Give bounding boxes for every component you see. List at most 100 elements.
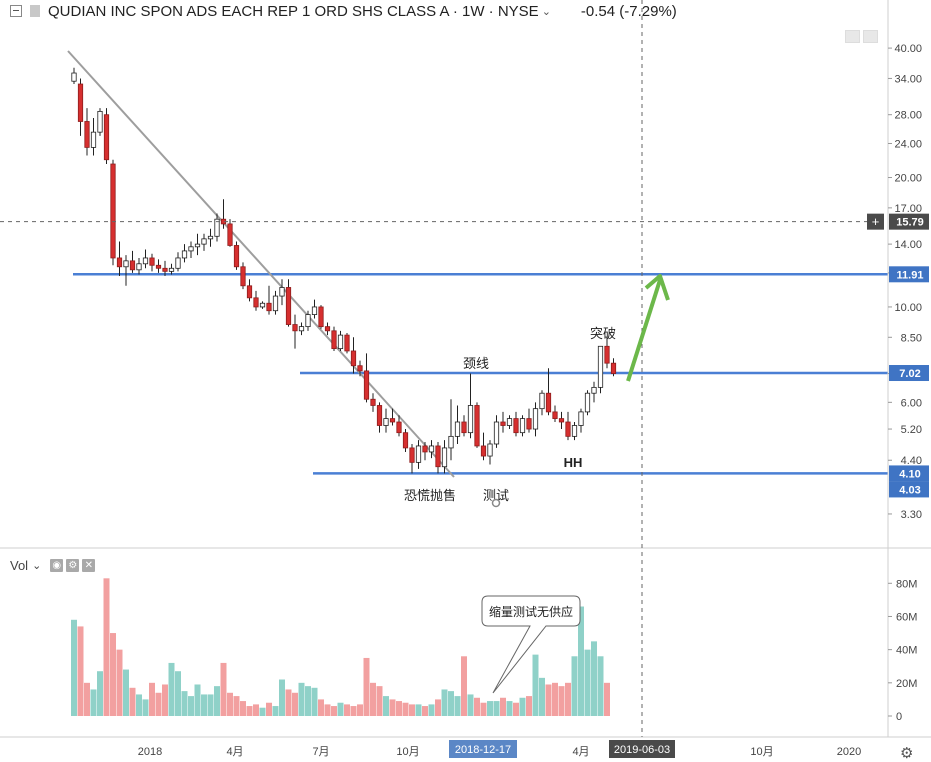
candle <box>402 429 409 452</box>
pane-down-button[interactable] <box>845 30 860 43</box>
candle-body <box>201 238 207 245</box>
volume-bar <box>103 578 110 716</box>
candle-body <box>188 246 194 252</box>
pane-buttons <box>845 30 878 43</box>
volume-bar <box>467 694 474 716</box>
volume-bar <box>441 689 448 716</box>
candle-body <box>571 425 578 437</box>
candle-body <box>136 263 142 271</box>
candle <box>298 322 305 336</box>
gear-icon[interactable]: ⚙ <box>66 559 80 572</box>
time-axis-label: 10月 <box>396 746 419 758</box>
volume-bar <box>214 686 220 716</box>
volume-bar <box>454 696 461 716</box>
candle-body <box>123 260 129 268</box>
candle <box>506 415 513 430</box>
chevron-down-icon[interactable]: ⌄ <box>32 560 42 572</box>
candle-body <box>493 421 500 445</box>
candle <box>532 402 539 437</box>
volume-tick-label: 60M <box>896 611 917 623</box>
candle-body <box>311 306 318 315</box>
level-price-label: 4.10 <box>899 468 920 480</box>
volume-bar <box>77 626 84 716</box>
candle-body <box>545 392 552 413</box>
candle <box>350 337 357 374</box>
symbol-title[interactable]: QUDIAN INC SPON ADS EACH REP 1 ORD SHS C… <box>48 2 539 20</box>
candle-body <box>409 447 415 463</box>
eye-icon[interactable]: ◉ <box>50 559 64 572</box>
candle <box>253 290 259 311</box>
candle <box>116 241 123 277</box>
candle-body <box>370 398 376 406</box>
crosshair-plus-glyph: + <box>872 214 880 229</box>
candle <box>558 411 565 430</box>
crosshair-plus-icon[interactable] <box>867 213 884 230</box>
volume-bar <box>558 686 565 716</box>
chevron-down-icon[interactable]: ⌄ <box>541 5 551 18</box>
candle <box>233 241 240 270</box>
callout-text: 缩量测试无供应 <box>489 604 573 619</box>
close-icon[interactable]: ✕ <box>82 559 96 572</box>
candle-body <box>350 350 357 367</box>
candle <box>227 219 233 247</box>
settings-gear-icon[interactable]: ⚙ <box>900 745 914 762</box>
candle <box>344 332 350 354</box>
candle <box>324 322 331 336</box>
price-tick-label: 6.00 <box>901 397 922 409</box>
candle <box>337 330 344 351</box>
volume-bar <box>532 654 539 716</box>
candle <box>363 353 370 403</box>
price-tick-label: 20.00 <box>894 173 922 185</box>
candle-body <box>97 110 103 133</box>
volume-bar <box>363 657 370 716</box>
candle <box>162 260 168 277</box>
volume-bar <box>149 682 155 716</box>
candle-body <box>253 297 259 308</box>
volume-bar <box>155 692 162 716</box>
candle <box>526 408 532 433</box>
volume-bar <box>597 656 604 716</box>
candlestick-series <box>71 67 617 474</box>
candle-body <box>519 418 526 434</box>
time-axis-label: 2020 <box>837 746 861 758</box>
volume-bar <box>259 707 266 716</box>
volume-bar <box>461 656 467 716</box>
candle-body <box>415 445 422 463</box>
price-tick-label: 24.00 <box>894 138 922 150</box>
volume-bar <box>168 662 175 716</box>
volume-bar <box>220 662 227 716</box>
candle-body <box>168 267 175 272</box>
candle-body <box>272 295 279 312</box>
annotation-breakout: 突破 <box>590 326 616 341</box>
volume-tick-label: 20M <box>896 678 917 690</box>
candle-body <box>298 326 305 332</box>
candle <box>396 415 402 437</box>
volume-bar <box>487 701 493 716</box>
candle <box>545 368 552 416</box>
flag-icon[interactable] <box>30 5 40 17</box>
candle <box>467 373 474 439</box>
volume-label[interactable]: Vol <box>10 558 29 573</box>
volume-bar <box>357 704 363 716</box>
volume-bar <box>227 692 233 716</box>
candle-body <box>344 334 350 352</box>
candle <box>584 390 591 416</box>
candle <box>565 411 571 441</box>
candle <box>129 250 136 273</box>
candle-body <box>337 334 344 350</box>
candle-body <box>402 432 409 449</box>
pane-maximize-button[interactable] <box>863 30 878 43</box>
candle-body <box>383 418 389 426</box>
candle-body <box>389 418 396 423</box>
candle <box>539 390 545 416</box>
collapse-icon[interactable] <box>10 5 22 17</box>
level-price-box <box>889 465 929 482</box>
volume-bar <box>136 694 142 716</box>
candle-body <box>435 445 441 468</box>
candle <box>454 405 461 444</box>
volume-bar <box>246 706 253 716</box>
candle <box>474 402 480 448</box>
candle <box>194 233 201 256</box>
